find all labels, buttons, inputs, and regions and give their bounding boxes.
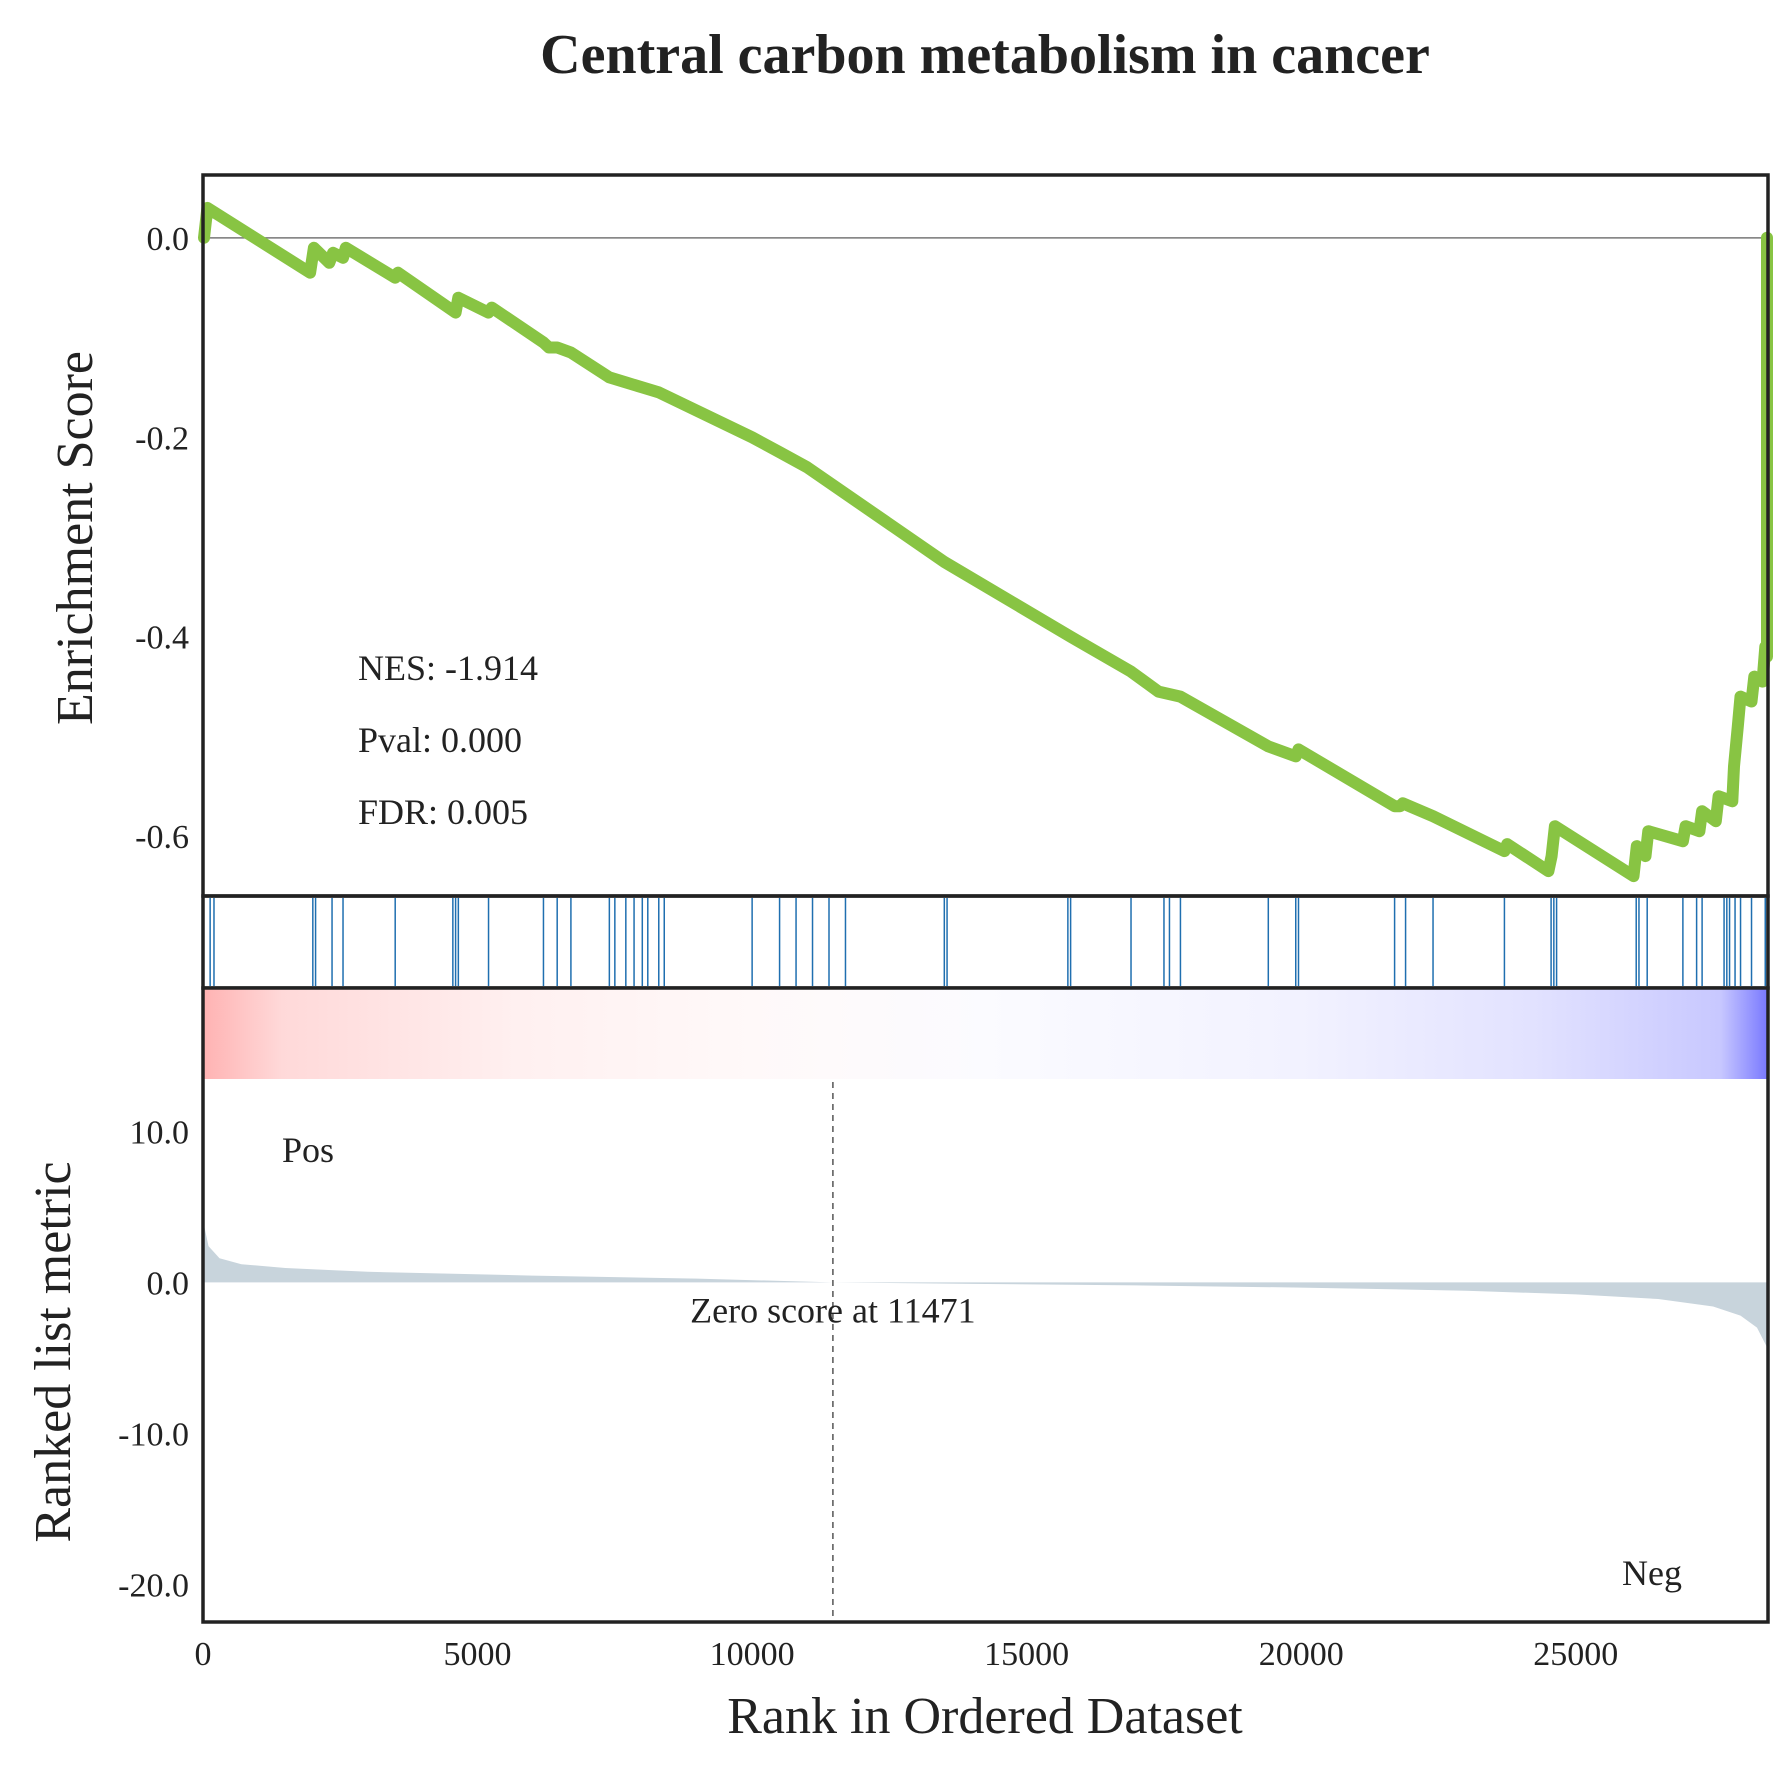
x-tick-label: 20000 — [1259, 1636, 1344, 1673]
enrichment-panel: 0.0-0.2-0.4-0.6 NES: -1.914 Pval: 0.000 … — [135, 173, 1773, 898]
hits-panel-frame — [201, 894, 1770, 990]
enrichment-line — [198, 201, 1773, 883]
x-tick-label: 5000 — [444, 1636, 512, 1673]
es-y-tick-label: -0.2 — [135, 420, 189, 457]
ranked-metric-panel: Zero score at 11471 Pos Neg 10.0 0.0 -10.0… — [118, 986, 1770, 1624]
ranked-metric-area — [203, 1225, 1767, 1426]
x-tick-label: 25000 — [1533, 1636, 1618, 1673]
y-axis-label-ranked: Ranked list metric — [25, 1161, 82, 1542]
rank-y-tick-label: -20.0 — [118, 1567, 189, 1604]
rank-gradient-bar — [204, 989, 1767, 1079]
es-y-tick-label: 0.0 — [147, 221, 190, 258]
fdr-label: FDR: 0.005 — [358, 792, 528, 832]
x-axis-label: Rank in Ordered Dataset — [727, 1688, 1243, 1745]
rank-panel-frame — [201, 986, 1770, 1624]
es-y-tick-label: -0.4 — [135, 620, 189, 657]
rank-y-tick-label: 10.0 — [130, 1114, 190, 1151]
zero-cross-label: Zero score at 11471 — [690, 1290, 976, 1330]
hits-panel — [201, 894, 1770, 990]
es-panel-frame — [201, 173, 1770, 898]
x-tick-label: 0 — [195, 1636, 212, 1673]
y-axis-label-enrichment: Enrichment Score — [47, 351, 104, 725]
rank-y-tick-label: 0.0 — [147, 1265, 190, 1302]
chart-title: Central carbon metabolism in cancer — [540, 24, 1430, 86]
es-y-tick-label: -0.6 — [135, 819, 189, 856]
pval-label: Pval: 0.000 — [358, 720, 522, 760]
rank-y-tick-label: -10.0 — [118, 1416, 189, 1453]
x-tick-label: 10000 — [710, 1636, 795, 1673]
pos-label: Pos — [282, 1130, 334, 1170]
nes-label: NES: -1.914 — [358, 648, 538, 688]
x-tick-label: 15000 — [984, 1636, 1069, 1673]
neg-label: Neg — [1622, 1553, 1682, 1593]
